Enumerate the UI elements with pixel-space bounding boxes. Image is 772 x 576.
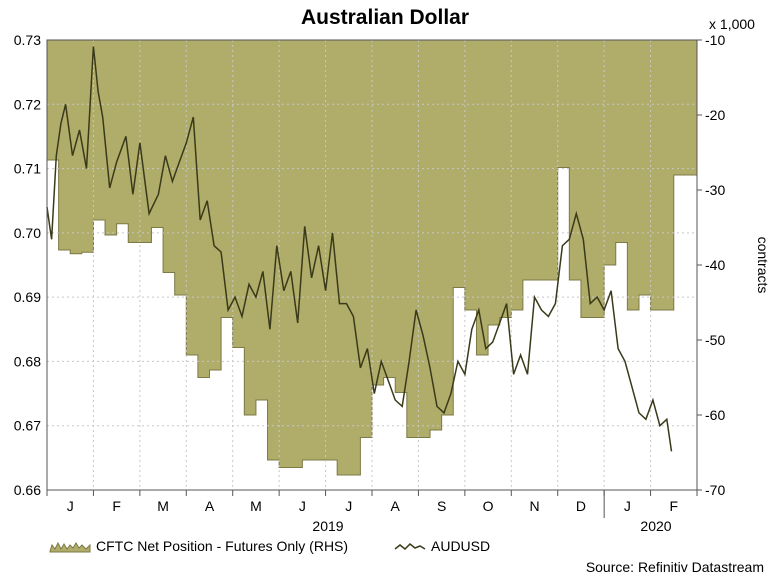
right-axis-unit: x 1,000 — [709, 16, 755, 32]
month-tick-label: J — [299, 498, 306, 514]
year-label-2019: 2019 — [312, 518, 343, 534]
legend-cftc-swatch — [49, 541, 91, 553]
legend-audusd-swatch — [394, 542, 426, 551]
right-axis-label: contracts — [755, 237, 771, 294]
cftc-area-series — [46, 39, 698, 476]
right-tick-label: -10 — [705, 32, 725, 48]
left-tick-label: 0.70 — [14, 225, 41, 241]
month-tick-label: S — [437, 498, 446, 514]
right-tick-label: -40 — [705, 257, 725, 273]
month-tick-label: A — [205, 498, 215, 514]
right-tick-label: -60 — [705, 407, 725, 423]
left-axis-ticks: 0.73 0.72 0.71 0.70 0.69 0.68 0.67 0.66 — [14, 32, 41, 498]
month-tick-label: M — [250, 498, 262, 514]
legend-audusd-label: AUDUSD — [431, 538, 490, 554]
month-tick-label: F — [112, 498, 121, 514]
audusd-line-series — [46, 46, 673, 452]
month-tick-label: D — [576, 498, 586, 514]
month-tick-label: M — [157, 498, 169, 514]
month-tick-label: J — [67, 498, 74, 514]
legend-cftc-label: CFTC Net Position - Futures Only (RHS) — [96, 538, 348, 554]
month-tick-label: J — [624, 498, 631, 514]
source-note: Source: Refinitiv Datastream — [586, 559, 764, 575]
month-tick-label: J — [345, 498, 352, 514]
left-tick-label: 0.71 — [14, 161, 41, 177]
month-tick-label: A — [391, 498, 401, 514]
right-axis-ticks: -10 -20 -30 -40 -50 -60 -70 — [697, 32, 725, 498]
left-tick-label: 0.68 — [14, 353, 41, 369]
left-tick-label: 0.72 — [14, 96, 41, 112]
right-tick-label: -70 — [705, 482, 725, 498]
legend: CFTC Net Position - Futures Only (RHS) A… — [49, 538, 490, 554]
left-tick-label: 0.73 — [14, 32, 41, 48]
left-tick-label: 0.67 — [14, 418, 41, 434]
right-tick-label: -50 — [705, 332, 725, 348]
chart-title: Australian Dollar — [301, 6, 469, 29]
month-tick-label: F — [670, 498, 679, 514]
month-tick-label: O — [483, 498, 494, 514]
right-tick-label: -30 — [705, 182, 725, 198]
year-label-2020: 2020 — [640, 518, 671, 534]
left-tick-label: 0.66 — [14, 482, 41, 498]
month-tick-label: N — [529, 498, 539, 514]
right-tick-label: -20 — [705, 107, 725, 123]
plot-area — [46, 39, 698, 491]
left-tick-label: 0.69 — [14, 289, 41, 305]
